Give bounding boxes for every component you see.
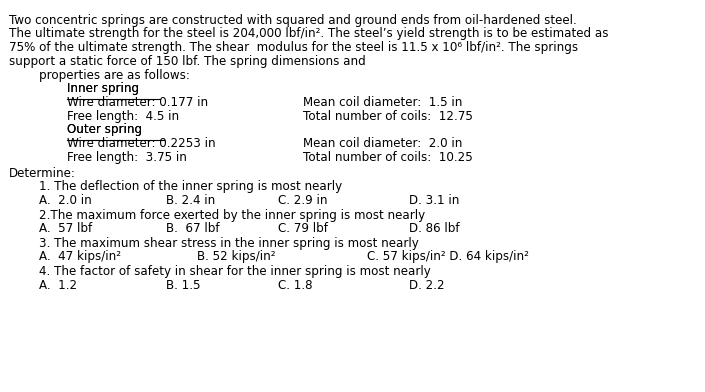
Text: 75% of the ultimate strength. The shear  modulus for the steel is 11.5 x 10⁶ lbf: 75% of the ultimate strength. The shear … [9,41,578,54]
Text: A.  2.0 in: A. 2.0 in [39,194,92,207]
Text: Determine:: Determine: [9,167,76,180]
Text: support a static force of 150 lbf. The spring dimensions and: support a static force of 150 lbf. The s… [9,55,366,68]
Text: B. 2.4 in: B. 2.4 in [166,194,215,207]
Text: Wire diameter: 0.177 in: Wire diameter: 0.177 in [67,96,208,109]
Text: Two concentric springs are constructed with squared and ground ends from oil-har: Two concentric springs are constructed w… [9,14,577,27]
Text: C. 57 kips/in² D. 64 kips/in²: C. 57 kips/in² D. 64 kips/in² [367,250,529,263]
Text: D. 3.1 in: D. 3.1 in [409,194,459,207]
Text: Inner spring: Inner spring [67,82,139,95]
Text: Outer spring: Outer spring [67,123,142,136]
Text: Free length:  4.5 in: Free length: 4.5 in [67,110,179,123]
Text: properties are as follows:: properties are as follows: [39,69,190,82]
Text: Inner spring: Inner spring [67,82,139,95]
Text: Total number of coils:  12.75: Total number of coils: 12.75 [303,110,473,123]
Text: Outer spring: Outer spring [67,123,142,136]
Text: C. 79 lbf: C. 79 lbf [278,222,329,235]
Text: A.  57 lbf: A. 57 lbf [39,222,92,235]
Text: Wire diameter: 0.2253 in: Wire diameter: 0.2253 in [67,137,216,150]
Text: D. 2.2: D. 2.2 [409,279,445,292]
Text: Mean coil diameter:  1.5 in: Mean coil diameter: 1.5 in [303,96,462,109]
Text: C. 2.9 in: C. 2.9 in [278,194,328,207]
Text: A.  47 kips/in²: A. 47 kips/in² [39,250,121,263]
Text: 4. The factor of safety in shear for the inner spring is most nearly: 4. The factor of safety in shear for the… [39,265,431,278]
Text: A.  1.2: A. 1.2 [39,279,77,292]
Text: B. 52 kips/in²: B. 52 kips/in² [197,250,276,263]
Text: D. 86 lbf: D. 86 lbf [409,222,460,235]
Text: C. 1.8: C. 1.8 [278,279,313,292]
Text: 2.The maximum force exerted by the inner spring is most nearly: 2.The maximum force exerted by the inner… [39,209,425,221]
Text: Free length:  3.75 in: Free length: 3.75 in [67,151,187,164]
Text: 3. The maximum shear stress in the inner spring is most nearly: 3. The maximum shear stress in the inner… [39,237,419,250]
Text: The ultimate strength for the steel is 204,000 lbf/in². The steel’s yield streng: The ultimate strength for the steel is 2… [9,27,608,40]
Text: B.  67 lbf: B. 67 lbf [166,222,219,235]
Text: Mean coil diameter:  2.0 in: Mean coil diameter: 2.0 in [303,137,462,150]
Text: Total number of coils:  10.25: Total number of coils: 10.25 [303,151,473,164]
Text: B. 1.5: B. 1.5 [166,279,200,292]
Text: 1. The deflection of the inner spring is most nearly: 1. The deflection of the inner spring is… [39,180,342,193]
